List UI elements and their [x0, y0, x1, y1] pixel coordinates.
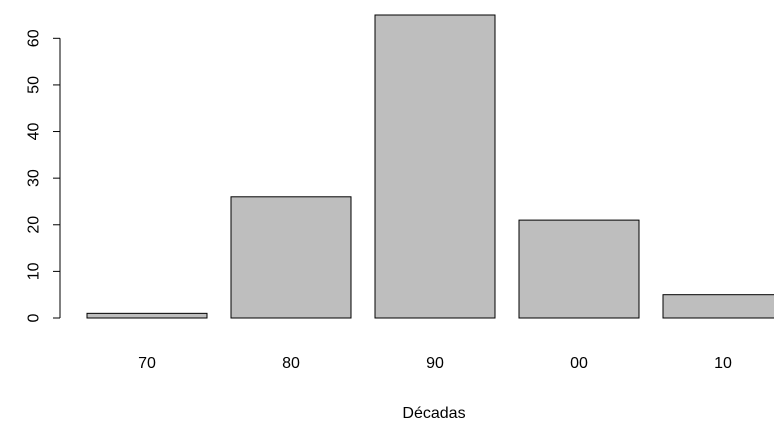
x-tick-labels: 70 80 90 00 10 [138, 355, 732, 372]
y-tick-label: 30 [26, 169, 43, 187]
bar-90 [374, 14, 496, 319]
y-axis: 0 10 20 30 40 50 60 [26, 29, 61, 322]
bar-70 [86, 312, 208, 319]
y-tick-label: 40 [26, 123, 43, 141]
x-tick-label: 90 [426, 355, 444, 372]
bar-80 [230, 196, 352, 319]
bar-00 [518, 219, 640, 319]
x-tick-label: 70 [138, 355, 156, 372]
x-tick-label: 10 [714, 355, 732, 372]
x-tick-label: 80 [282, 355, 300, 372]
y-tick-label: 50 [26, 76, 43, 94]
x-tick-label: 00 [570, 355, 588, 372]
y-tick-label: 10 [26, 262, 43, 280]
bars-group [86, 14, 774, 319]
y-tick-label: 0 [26, 313, 43, 322]
bar-10 [662, 294, 774, 319]
x-axis-title: Décadas [402, 405, 465, 421]
y-tick-label: 20 [26, 216, 43, 234]
y-tick-label: 60 [26, 29, 43, 47]
